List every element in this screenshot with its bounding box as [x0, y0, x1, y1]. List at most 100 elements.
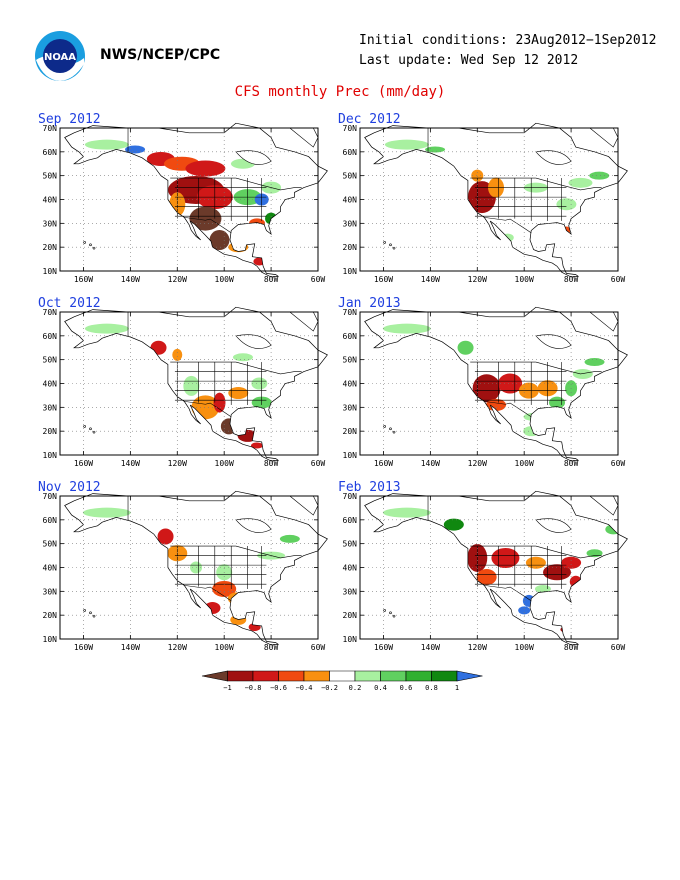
lat-label: 10N	[343, 451, 358, 460]
lat-label: 20N	[343, 611, 358, 620]
hudson-bay	[235, 334, 272, 349]
lon-label: 140W	[421, 275, 440, 284]
greenland-coast	[589, 127, 619, 148]
hudson-bay	[535, 334, 572, 349]
anomaly-patch	[228, 387, 249, 400]
country-border	[535, 545, 602, 559]
panel-feb-2013: 70N 60N 50N 40N 30N 20N 10N 160W 140W 120W 100W 80W…	[336, 480, 656, 658]
anomaly-patch	[549, 396, 566, 409]
colorbar-label: −0.2	[321, 684, 338, 692]
lon-label: 160W	[374, 643, 393, 652]
hudson-bay	[235, 518, 272, 533]
anomaly-patch	[157, 528, 174, 545]
lon-label: 160W	[374, 459, 393, 468]
lat-label: 30N	[343, 403, 358, 412]
anomaly-patch	[556, 198, 577, 211]
lon-label: 80W	[264, 459, 279, 468]
logo-text: NOAA	[44, 52, 76, 63]
lat-label: 70N	[343, 124, 358, 133]
island	[383, 609, 386, 612]
colorbar-legend: −1 −0.8 −0.6 −0.4 −0.2 0.2 0.4 0.6 0.8 1	[201, 670, 483, 692]
lon-label: 100W	[215, 459, 234, 468]
colorbar-swatch	[252, 670, 279, 682]
noaa-logo-icon: NOAA	[35, 31, 85, 81]
lon-label: 120W	[168, 275, 187, 284]
anomaly-patch	[84, 139, 129, 150]
anomaly-patch	[498, 373, 523, 394]
panel-nov-2012: 70N 60N 50N 40N 30N 20N 10N 160W 140W 120W 100W 80W…	[36, 480, 356, 658]
lon-label: 140W	[121, 275, 140, 284]
lat-label: 60N	[343, 332, 358, 341]
lon-label: 120W	[468, 275, 487, 284]
lat-label: 10N	[43, 451, 58, 460]
lon-label: 100W	[515, 459, 534, 468]
island	[83, 425, 86, 428]
anomaly-patch	[125, 145, 146, 154]
country-border	[484, 401, 532, 418]
anomaly-patch	[251, 442, 264, 449]
lon-label: 60W	[611, 275, 626, 284]
lon-label: 100W	[215, 275, 234, 284]
lon-label: 60W	[611, 643, 626, 652]
greenland-coast	[289, 311, 319, 332]
anomaly-patch	[425, 146, 446, 153]
map-feb-2013: 70N 60N 50N 40N 30N 20N 10N 160W 140W 120W 100W 80W…	[343, 490, 628, 652]
colorbar-label: 0.6	[400, 684, 413, 692]
page-title: CFS monthly Prec (mm/day)	[234, 84, 446, 100]
anomaly-patch	[183, 375, 200, 396]
anomaly-patch	[443, 518, 464, 531]
anomaly-patch	[185, 160, 226, 177]
island	[392, 430, 396, 434]
coastline	[364, 490, 628, 646]
colorbar-swatch	[405, 670, 432, 682]
map-dec-2012: 70N 60N 50N 40N 30N 20N 10N 160W 140W 120W 100W 80W…	[343, 122, 628, 284]
anomaly-patch	[82, 507, 131, 518]
lon-label: 120W	[468, 459, 487, 468]
lon-label: 100W	[515, 643, 534, 652]
map-oct-2012: 70N 60N 50N 40N 30N 20N 10N 160W 140W 120W 100W 80W…	[43, 306, 328, 468]
lat-label: 40N	[343, 564, 358, 573]
lon-label: 140W	[421, 643, 440, 652]
country-border	[235, 177, 302, 191]
coastline	[64, 306, 328, 462]
anomaly-patch	[572, 368, 593, 379]
lon-label: 60W	[611, 459, 626, 468]
island	[83, 609, 86, 612]
lat-label: 40N	[43, 564, 58, 573]
lat-label: 30N	[43, 219, 58, 228]
coastline	[364, 122, 628, 278]
lon-label: 160W	[74, 459, 93, 468]
lat-label: 10N	[343, 635, 358, 644]
anomaly-patch	[476, 569, 497, 586]
colorbar-label: −1	[223, 684, 231, 692]
lat-label: 60N	[43, 516, 58, 525]
lat-label: 70N	[43, 124, 58, 133]
country-border	[535, 177, 602, 191]
lat-label: 40N	[343, 196, 358, 205]
lat-label: 50N	[343, 540, 358, 549]
colorbar-swatch	[227, 670, 254, 682]
agency-name: NWS/NCEP/CPC	[100, 47, 221, 63]
greenland-coast	[589, 311, 619, 332]
island	[89, 427, 92, 431]
lon-label: 60W	[311, 459, 326, 468]
anomaly-patch	[525, 556, 546, 569]
lat-label: 40N	[343, 380, 358, 389]
panel-title: Feb 2013	[338, 480, 401, 495]
colorbar-label: −0.4	[296, 684, 313, 692]
country-border	[184, 217, 232, 234]
colorbar-swatch	[329, 670, 356, 682]
colorbar-swatch	[354, 670, 381, 682]
anomaly-patch	[213, 392, 226, 413]
lon-label: 160W	[74, 275, 93, 284]
lon-label: 60W	[311, 643, 326, 652]
lon-label: 60W	[311, 275, 326, 284]
lon-label: 100W	[515, 275, 534, 284]
island	[92, 430, 96, 434]
anomaly-patch	[518, 606, 531, 615]
anomaly-patch	[382, 507, 431, 518]
lon-label: 140W	[421, 459, 440, 468]
lat-label: 70N	[343, 492, 358, 501]
colorbar-label: −0.8	[245, 684, 262, 692]
island	[389, 427, 392, 431]
